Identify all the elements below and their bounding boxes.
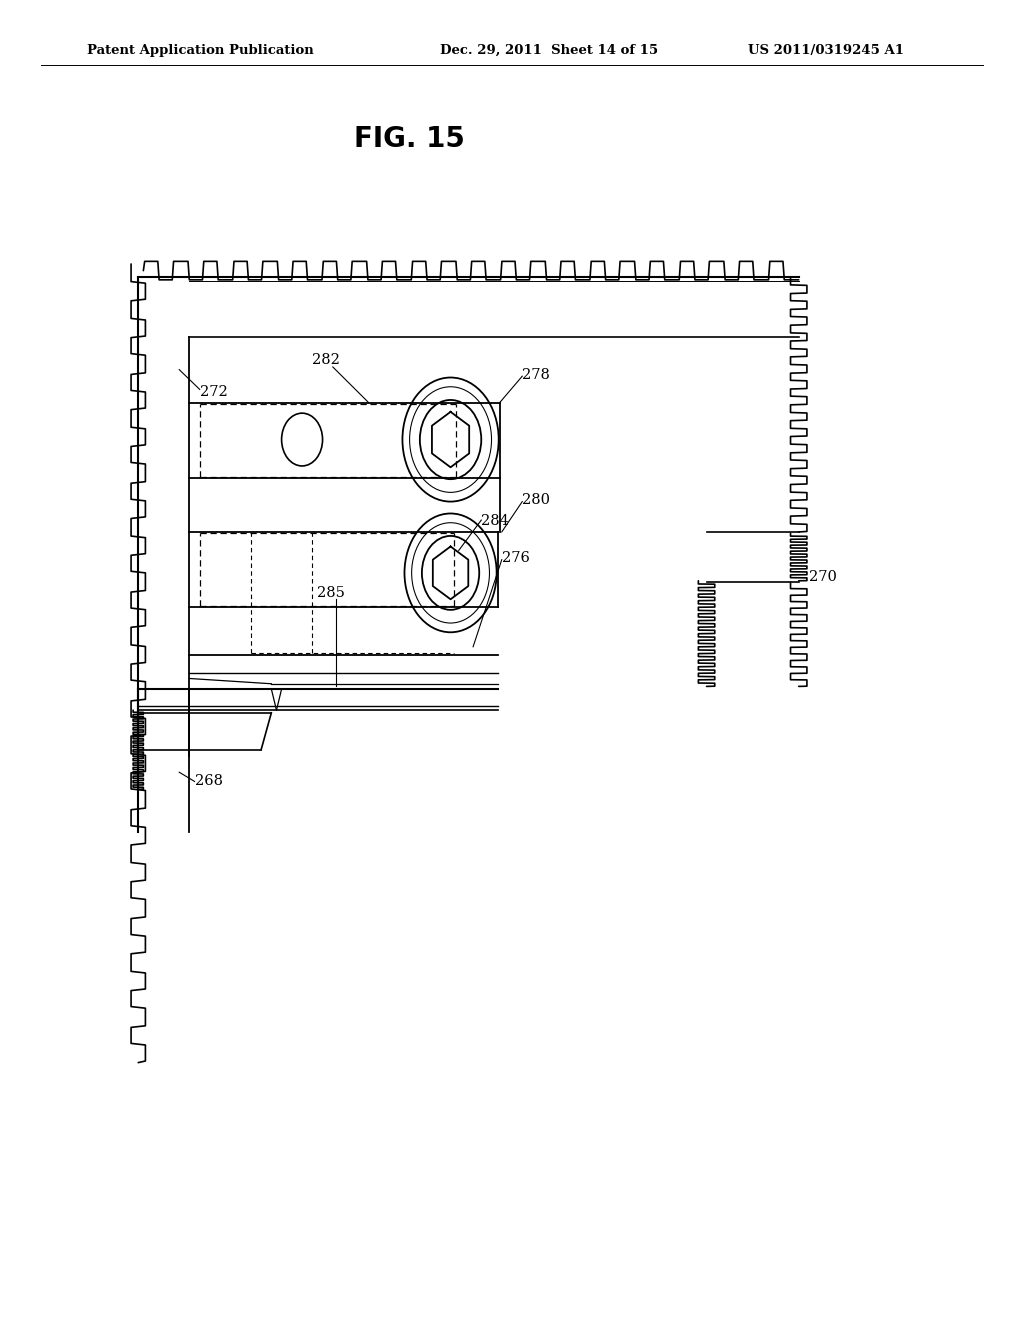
Text: 272: 272	[200, 385, 227, 399]
Text: FIG. 15: FIG. 15	[354, 124, 465, 153]
Text: Patent Application Publication: Patent Application Publication	[87, 44, 313, 57]
Text: 280: 280	[522, 494, 550, 507]
Text: 278: 278	[522, 368, 550, 381]
Text: 276: 276	[502, 552, 529, 565]
Text: US 2011/0319245 A1: US 2011/0319245 A1	[748, 44, 903, 57]
Text: 268: 268	[195, 775, 222, 788]
Text: 285: 285	[317, 586, 345, 599]
Text: 282: 282	[312, 354, 340, 367]
Text: 270: 270	[809, 570, 837, 583]
Text: 284: 284	[481, 515, 509, 528]
Text: Dec. 29, 2011  Sheet 14 of 15: Dec. 29, 2011 Sheet 14 of 15	[440, 44, 658, 57]
